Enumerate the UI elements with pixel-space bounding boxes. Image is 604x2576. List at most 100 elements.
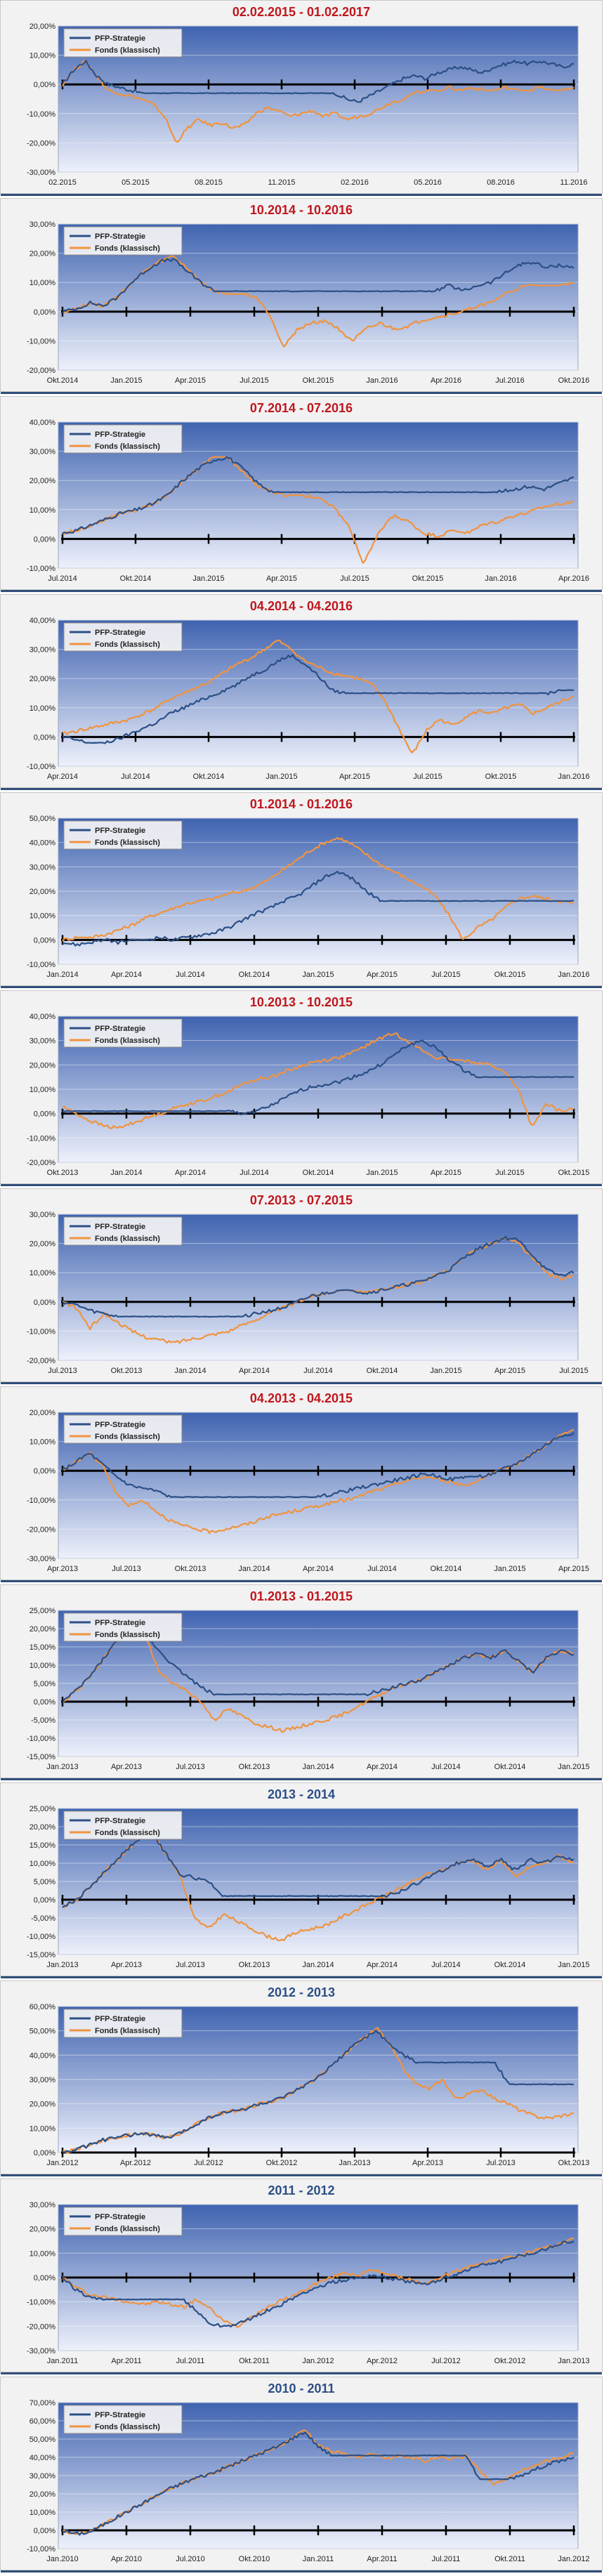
y-tick-label: 0,00% bbox=[34, 2149, 55, 2157]
y-tick-label: 20,00% bbox=[29, 2226, 56, 2234]
legend-label: PFP-Strategie bbox=[95, 232, 145, 241]
x-tick-label: 11.2015 bbox=[268, 178, 296, 187]
x-tick-label: Okt.2013 bbox=[239, 1763, 270, 1771]
x-tick-label: Apr.2015 bbox=[367, 971, 398, 979]
x-tick-label: Okt.2010 bbox=[239, 2555, 270, 2563]
y-tick-label: 5,00% bbox=[34, 1878, 55, 1886]
y-tick-label: 0,00% bbox=[34, 2527, 55, 2535]
chart-svg: -30,00% -20,00% -10,00% 0,00% 10,00% 20,00% Ap… bbox=[27, 1409, 589, 1573]
legend-box bbox=[63, 1811, 183, 1840]
y-tick-label: -10,00% bbox=[27, 2299, 55, 2307]
legend-label: Fonds (klassisch) bbox=[95, 1433, 160, 1441]
y-tick-label: 70,00% bbox=[29, 2399, 56, 2407]
x-tick-label: Okt.2016 bbox=[558, 376, 590, 385]
x-tick-label: Jul.2015 bbox=[340, 574, 369, 583]
chart-panel: 2012 - 2013 0,00% 10,00% 20,00% 30,00% 40,00%… bbox=[0, 1980, 603, 2176]
x-tick-label: Apr.2014 bbox=[367, 1763, 398, 1771]
chart-panel: 01.2013 - 01.2015 -15,00% -10,00% -5,00% 0,0… bbox=[0, 1584, 603, 1780]
x-tick-label: Jul.2014 bbox=[176, 971, 205, 979]
y-tick-label: 30,00% bbox=[29, 1037, 56, 1046]
x-tick-label: Jan.2015 bbox=[494, 1565, 525, 1573]
legend-box bbox=[63, 1018, 183, 1048]
chart-title: 07.2014 - 07.2016 bbox=[249, 401, 353, 415]
x-tick-label: Jan.2015 bbox=[302, 971, 334, 979]
x-tick-label: Okt.2015 bbox=[485, 773, 517, 781]
y-tick-label: -20,00% bbox=[27, 1357, 55, 1365]
y-tick-label: -5,00% bbox=[31, 1914, 55, 1923]
chart-title: 01.2014 - 01.2016 bbox=[249, 797, 353, 811]
legend-label: PFP-Strategie bbox=[95, 2411, 145, 2419]
x-tick-label: Apr.2014 bbox=[47, 773, 78, 781]
x-tick-label: Okt.2011 bbox=[494, 2555, 525, 2563]
legend-label: Fonds (klassisch) bbox=[95, 1235, 160, 1243]
chart-title: 02.02.2015 - 01.02.2017 bbox=[232, 5, 371, 19]
x-tick-label: Apr.2014 bbox=[175, 1169, 206, 1177]
x-tick-label: Jul.2014 bbox=[121, 773, 150, 781]
chart-panel: 07.2014 - 07.2016 -10,00% 0,00% 10,00% 20,00… bbox=[0, 396, 603, 592]
strategy-series-line bbox=[62, 258, 575, 314]
x-tick-label: Jan.2015 bbox=[558, 1763, 589, 1771]
panel-divider bbox=[1, 1580, 602, 1582]
y-tick-label: -10,00% bbox=[27, 1735, 55, 1743]
x-tick-label: Okt.2015 bbox=[494, 971, 526, 979]
y-tick-label: 10,00% bbox=[29, 506, 56, 515]
chart-svg: -15,00% -10,00% -5,00% 0,00% 5,00% 10,00% 15,0… bbox=[27, 1805, 590, 1969]
y-tick-label: 0,00% bbox=[34, 2274, 55, 2282]
strategy-series-line bbox=[62, 654, 575, 744]
x-tick-label: Jan.2011 bbox=[47, 2357, 78, 2365]
y-tick-label: 20,00% bbox=[29, 2101, 56, 2109]
y-tick-label: 40,00% bbox=[29, 2454, 56, 2462]
x-tick-label: Apr.2014 bbox=[239, 1367, 270, 1375]
y-tick-label: -20,00% bbox=[27, 1159, 55, 1167]
y-tick-label: 50,00% bbox=[29, 2436, 56, 2444]
x-tick-label: Okt.2015 bbox=[303, 376, 334, 385]
x-tick-label: Jan.2016 bbox=[485, 574, 516, 583]
y-tick-label: 30,00% bbox=[29, 2201, 56, 2209]
chart-svg: -20,00% -10,00% 0,00% 10,00% 20,00% 30,00% 40,… bbox=[27, 1013, 589, 1177]
chart-panel: 2010 - 2011 -10,00% 0,00% 10,00% 20,00% 30,00… bbox=[0, 2377, 603, 2572]
chart-panel: 01.2014 - 01.2016 -10,00% 0,00% 10,00% 20,00… bbox=[0, 792, 603, 988]
x-tick-label: Jan.2013 bbox=[46, 1961, 78, 1969]
x-tick-label: Jul.2014 bbox=[431, 1961, 461, 1969]
legend-box bbox=[63, 1414, 183, 1444]
chart-title: 2010 - 2011 bbox=[268, 2381, 335, 2396]
chart-svg: -10,00% 0,00% 10,00% 20,00% 30,00% 40,00% Apr.… bbox=[27, 617, 590, 781]
panel-divider bbox=[1, 2570, 602, 2572]
legend-label: Fonds (klassisch) bbox=[95, 640, 160, 649]
panel-divider bbox=[1, 2174, 602, 2176]
legend-box bbox=[63, 622, 183, 652]
y-tick-label: -10,00% bbox=[27, 1327, 55, 1336]
y-tick-label: 0,00% bbox=[34, 308, 55, 317]
legend-label: PFP-Strategie bbox=[95, 2015, 145, 2023]
y-tick-label: 40,00% bbox=[29, 2051, 56, 2060]
legend-label: PFP-Strategie bbox=[95, 34, 145, 43]
x-tick-label: Apr.2016 bbox=[558, 574, 589, 583]
panel-divider bbox=[1, 194, 602, 196]
y-tick-label: 15,00% bbox=[29, 1841, 56, 1850]
legend-box bbox=[63, 1216, 183, 1246]
y-tick-label: 30,00% bbox=[29, 863, 56, 872]
chart-title: 10.2014 - 10.2016 bbox=[249, 203, 353, 217]
x-tick-label: Apr.2014 bbox=[111, 971, 142, 979]
chart-svg: -20,00% -10,00% 0,00% 10,00% 20,00% 30,00% Jul… bbox=[27, 1211, 589, 1375]
y-tick-label: 30,00% bbox=[29, 448, 56, 456]
y-tick-label: -10,00% bbox=[27, 1933, 55, 1941]
x-tick-label: Okt.2014 bbox=[431, 1565, 462, 1573]
x-tick-label: Jan.2014 bbox=[46, 971, 78, 979]
x-tick-label: Jul.2010 bbox=[176, 2555, 205, 2563]
y-tick-label: 10,00% bbox=[29, 1269, 56, 1277]
x-tick-label: Jul.2016 bbox=[495, 376, 525, 385]
strategy-series-line bbox=[62, 870, 575, 947]
y-tick-label: -30,00% bbox=[27, 169, 55, 177]
x-tick-label: Jul.2014 bbox=[48, 574, 77, 583]
y-tick-label: 0,00% bbox=[34, 1467, 55, 1476]
x-tick-label: Jul.2012 bbox=[431, 2357, 461, 2365]
y-tick-label: 20,00% bbox=[29, 675, 56, 683]
x-tick-label: Apr.2015 bbox=[339, 773, 370, 781]
chart-svg: -15,00% -10,00% -5,00% 0,00% 5,00% 10,00% 15,0… bbox=[27, 1607, 590, 1771]
y-tick-label: 0,00% bbox=[34, 733, 55, 742]
y-tick-label: 10,00% bbox=[29, 2249, 56, 2258]
y-tick-label: 0,00% bbox=[34, 1299, 55, 1307]
legend-label: Fonds (klassisch) bbox=[95, 442, 160, 451]
x-tick-label: Okt.2013 bbox=[111, 1367, 143, 1375]
